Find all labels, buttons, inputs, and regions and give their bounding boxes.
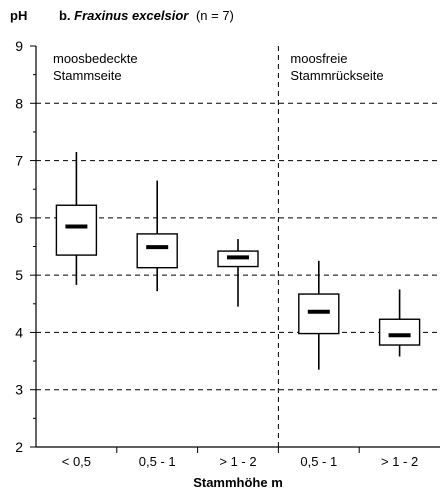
x-tick-label: > 1 - 2: [381, 454, 418, 469]
x-tick-label: 0,5 - 1: [139, 454, 176, 469]
x-axis-title: Stammhöhe m: [193, 475, 283, 490]
iqr-box: [378, 318, 421, 346]
iqr-box: [298, 293, 340, 335]
group-label-line: moosbedeckte: [53, 51, 138, 66]
group-label-line: moosfreie: [290, 51, 347, 66]
group-label-line: Stammseite: [53, 68, 122, 83]
y-tick-label: 2: [15, 439, 23, 455]
group-label-line: Stammrückseite: [290, 68, 383, 83]
box-plot-3: [217, 239, 259, 307]
iqr-box: [136, 233, 178, 269]
sample-size: (n = 7): [195, 8, 234, 23]
y-tick-label: 3: [15, 382, 23, 398]
y-tick-label: 9: [15, 38, 23, 54]
x-tick-label: 0,5 - 1: [300, 454, 337, 469]
iqr-box: [55, 204, 98, 256]
box-plot-5: [378, 289, 421, 357]
box-plot-2: [136, 180, 178, 292]
y-tick-label: 8: [15, 95, 23, 111]
y-tick-label: 6: [15, 210, 23, 226]
chart-header: pH b. Fraxinus excelsior (n = 7): [10, 8, 234, 23]
y-tick-label: 5: [15, 267, 23, 283]
box-plot-4: [298, 260, 340, 370]
subtitle-prefix: b.: [58, 8, 71, 23]
x-tick-label: > 1 - 2: [219, 454, 256, 469]
box-plot-1: [55, 151, 98, 285]
y-axis-label: pH: [10, 8, 28, 23]
y-tick-label: 7: [15, 153, 23, 169]
y-tick-label: 4: [15, 324, 23, 340]
x-tick-label: < 0,5: [62, 454, 91, 469]
species-name: Fraxinus excelsior: [74, 8, 189, 23]
